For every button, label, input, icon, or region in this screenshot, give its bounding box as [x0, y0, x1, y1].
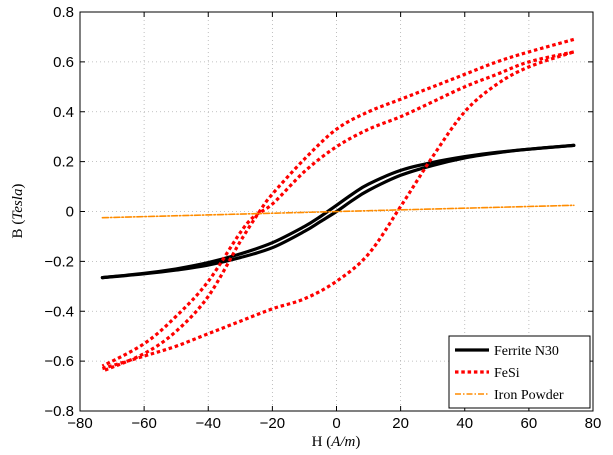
legend: Ferrite N30 FeSi Iron Powder [448, 335, 591, 409]
x-tick-label: 40 [456, 415, 473, 432]
y-tick-label: −0.6 [44, 353, 74, 370]
x-tick-label: 0 [332, 415, 340, 432]
x-tick-label: −80 [67, 415, 92, 432]
y-tick-label: −0.2 [44, 253, 74, 270]
x-tick-label: −20 [260, 415, 285, 432]
x-tick-label: 20 [392, 415, 409, 432]
series-line-ferrite-n30 [100, 143, 576, 280]
x-tick-label: −60 [131, 415, 156, 432]
series-group [100, 37, 576, 373]
y-axis-label: B (Tesla) [10, 184, 26, 239]
y-tick-label: −0.4 [44, 303, 74, 320]
series-line-iron-powder [101, 204, 575, 219]
series-line-fesi [101, 37, 575, 373]
y-tick-label: 0.8 [53, 4, 74, 21]
y-axis-label-suffix: ) [10, 184, 26, 189]
x-axis-label-prefix: H ( [312, 434, 332, 450]
x-axis-label: H (A/m) [312, 434, 361, 450]
x-tick-label: −40 [196, 415, 221, 432]
legend-box [448, 335, 591, 409]
legend-label-iron-powder: Iron Powder [494, 388, 564, 403]
legend-label-fesi: FeSi [494, 366, 520, 381]
ticks [79, 11, 594, 412]
y-tick-labels: −0.8 −0.6 −0.4 −0.2 0 0.2 0.4 0.6 0.8 [44, 4, 74, 420]
y-axis-label-unit: Tesla [10, 189, 26, 220]
y-tick-label: 0.2 [53, 154, 74, 171]
x-tick-label: 80 [585, 415, 602, 432]
series-line-fesi [101, 50, 575, 368]
y-axis-label-prefix: B ( [10, 220, 26, 239]
y-tick-label: −0.8 [44, 403, 74, 420]
x-tick-labels: −80 −60 −40 −20 0 20 40 60 80 [67, 415, 601, 432]
x-axis-label-suffix: ) [355, 434, 360, 450]
x-tick-label: 60 [521, 415, 538, 432]
y-tick-label: 0 [66, 204, 74, 221]
y-tick-label: 0.4 [53, 104, 74, 121]
x-axis-label-unit: A/m [330, 434, 355, 450]
y-tick-label: 0.6 [53, 54, 74, 71]
legend-label-ferrite-n30: Ferrite N30 [494, 344, 559, 359]
